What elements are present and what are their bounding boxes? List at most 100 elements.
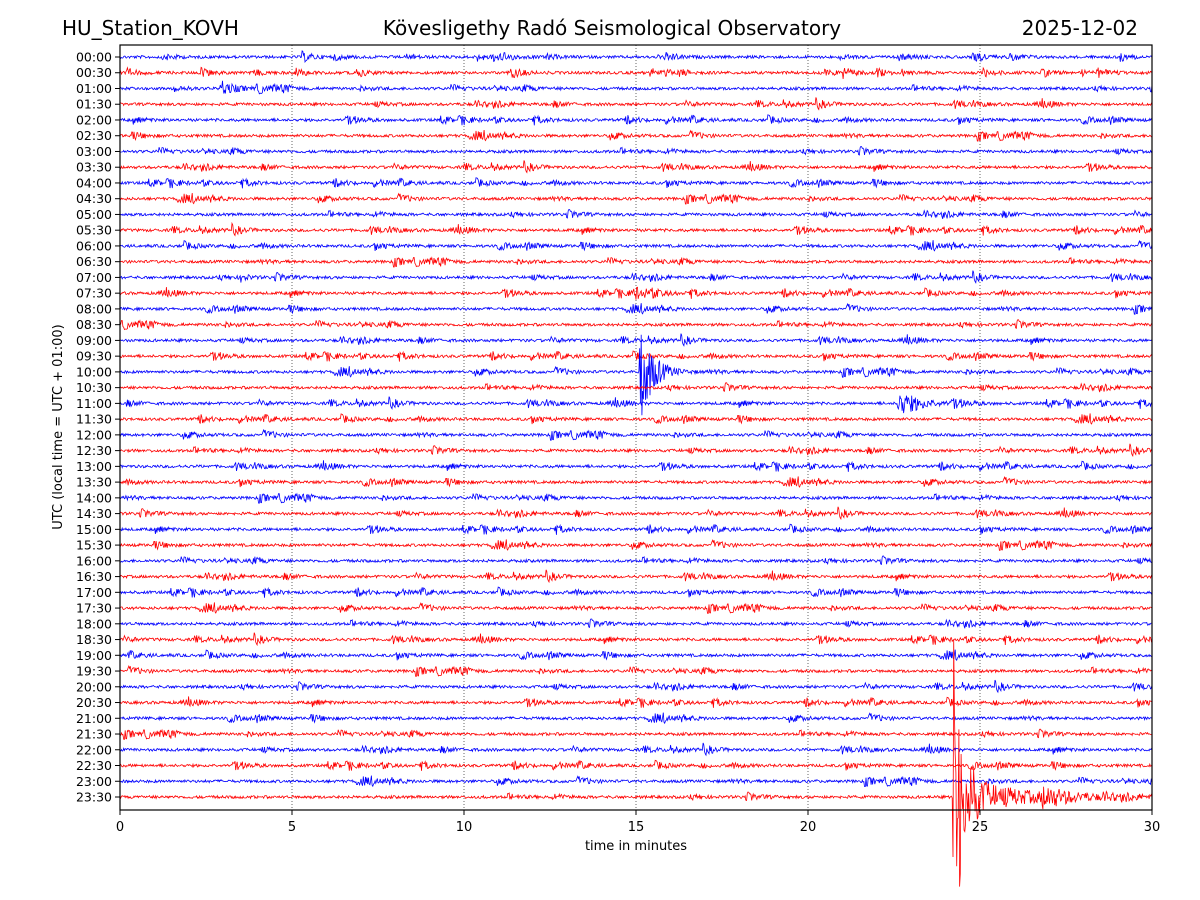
y-tick-label: 09:30: [76, 349, 112, 364]
y-tick-label: 11:00: [76, 396, 112, 411]
y-tick-label: 14:00: [76, 490, 112, 505]
trace-1330: [119, 476, 1153, 488]
y-tick-label: 12:00: [76, 427, 112, 442]
y-tick-label: 04:00: [76, 175, 112, 190]
y-tick-label: 05:00: [76, 207, 112, 222]
y-tick-label: 23:30: [76, 790, 112, 805]
trace-0100: [119, 80, 1153, 95]
trace-0530: [119, 221, 1153, 237]
trace-1000: [119, 334, 1153, 416]
traces: [119, 50, 1153, 887]
trace-0630: [119, 256, 1153, 268]
trace-1230: [119, 443, 1153, 458]
x-tick-label: 0: [116, 820, 124, 835]
y-tick-label: 06:30: [76, 254, 112, 269]
y-tick-label: 05:30: [76, 223, 112, 238]
y-tick-label: 03:30: [76, 160, 112, 175]
y-tick-label: 18:00: [76, 616, 112, 631]
y-tick-label: 15:00: [76, 522, 112, 537]
trace-0200: [119, 114, 1153, 126]
y-axis: 00:0000:3001:0001:3002:0002:3003:0003:30…: [76, 50, 120, 805]
y-tick-label: 08:00: [76, 301, 112, 316]
y-tick-label: 17:00: [76, 585, 112, 600]
y-tick-label: 16:00: [76, 553, 112, 568]
y-tick-label: 21:00: [76, 711, 112, 726]
trace-1730: [119, 602, 1153, 614]
y-tick-label: 10:00: [76, 364, 112, 379]
trace-1300: [119, 460, 1153, 472]
chart-title: Kövesligethy Radó Seismological Observat…: [383, 16, 841, 40]
trace-0400: [119, 177, 1153, 189]
y-tick-label: 21:30: [76, 727, 112, 742]
y-tick-label: 22:00: [76, 742, 112, 757]
trace-0930: [119, 350, 1153, 362]
trace-2200: [119, 742, 1153, 757]
trace-1600: [119, 555, 1153, 566]
y-tick-label: 12:30: [76, 443, 112, 458]
y-tick-label: 07:30: [76, 286, 112, 301]
y-tick-label: 01:00: [76, 81, 112, 96]
trace-0830: [119, 319, 1153, 331]
trace-0230: [119, 129, 1153, 142]
y-tick-label: 15:30: [76, 538, 112, 553]
y-tick-label: 20:00: [76, 679, 112, 694]
y-tick-label: 19:30: [76, 664, 112, 679]
date-label: 2025-12-02: [1022, 16, 1138, 40]
trace-1630: [119, 569, 1153, 584]
trace-1400: [119, 492, 1153, 504]
x-tick-label: 30: [1144, 820, 1161, 835]
x-axis: 0 5 10 15 20 25 30: [116, 810, 1160, 835]
y-axis-label: UTC (local time = UTC + 01:00): [51, 324, 66, 529]
y-tick-label: 08:30: [76, 317, 112, 332]
y-tick-label: 18:30: [76, 632, 112, 647]
trace-1800: [119, 618, 1152, 629]
x-tick-label: 15: [628, 820, 645, 835]
y-tick-label: 17:30: [76, 601, 112, 616]
trace-2000: [119, 679, 1153, 694]
trace-0430: [119, 192, 1153, 205]
trace-0900: [119, 333, 1153, 347]
x-axis-label: time in minutes: [585, 839, 687, 854]
y-tick-label: 06:00: [76, 238, 112, 253]
trace-0500: [119, 209, 1153, 220]
trace-2130: [120, 728, 1153, 740]
trace-1200: [119, 428, 1153, 441]
trace-2100: [119, 712, 1153, 725]
trace-1500: [119, 523, 1153, 535]
trace-0130: [120, 97, 1153, 111]
trace-1900: [119, 649, 1153, 661]
trace-1700: [119, 586, 1153, 598]
trace-1130: [119, 413, 1153, 425]
trace-1030: [119, 382, 1153, 393]
y-tick-label: 00:00: [76, 50, 112, 65]
trace-0800: [119, 302, 1153, 315]
y-tick-label: 22:30: [76, 758, 112, 773]
y-tick-label: 20:30: [76, 695, 112, 710]
y-tick-label: 19:00: [76, 648, 112, 663]
y-tick-label: 00:30: [76, 65, 112, 80]
grid-lines: [291, 45, 981, 810]
trace-1830: [119, 632, 1153, 647]
y-tick-label: 07:00: [76, 270, 112, 285]
x-tick-label: 10: [456, 820, 473, 835]
y-tick-label: 03:00: [76, 144, 112, 159]
y-tick-label: 14:30: [76, 506, 112, 521]
trace-0730: [119, 286, 1153, 300]
trace-1430: [119, 506, 1153, 521]
trace-2230: [119, 759, 1153, 771]
trace-1100: [119, 395, 1153, 414]
station-label: HU_Station_KOVH: [62, 16, 239, 40]
y-tick-label: 23:00: [76, 774, 112, 789]
trace-0300: [119, 146, 1153, 156]
y-tick-label: 13:30: [76, 475, 112, 490]
trace-1530: [119, 539, 1153, 551]
y-tick-label: 01:30: [76, 97, 112, 112]
y-tick-label: 09:00: [76, 333, 112, 348]
trace-2330: [119, 639, 1153, 887]
trace-2300: [119, 775, 1153, 788]
trace-1930: [119, 664, 1153, 677]
trace-2030: [119, 696, 1153, 708]
trace-0030: [119, 66, 1153, 80]
y-tick-label: 13:00: [76, 459, 112, 474]
